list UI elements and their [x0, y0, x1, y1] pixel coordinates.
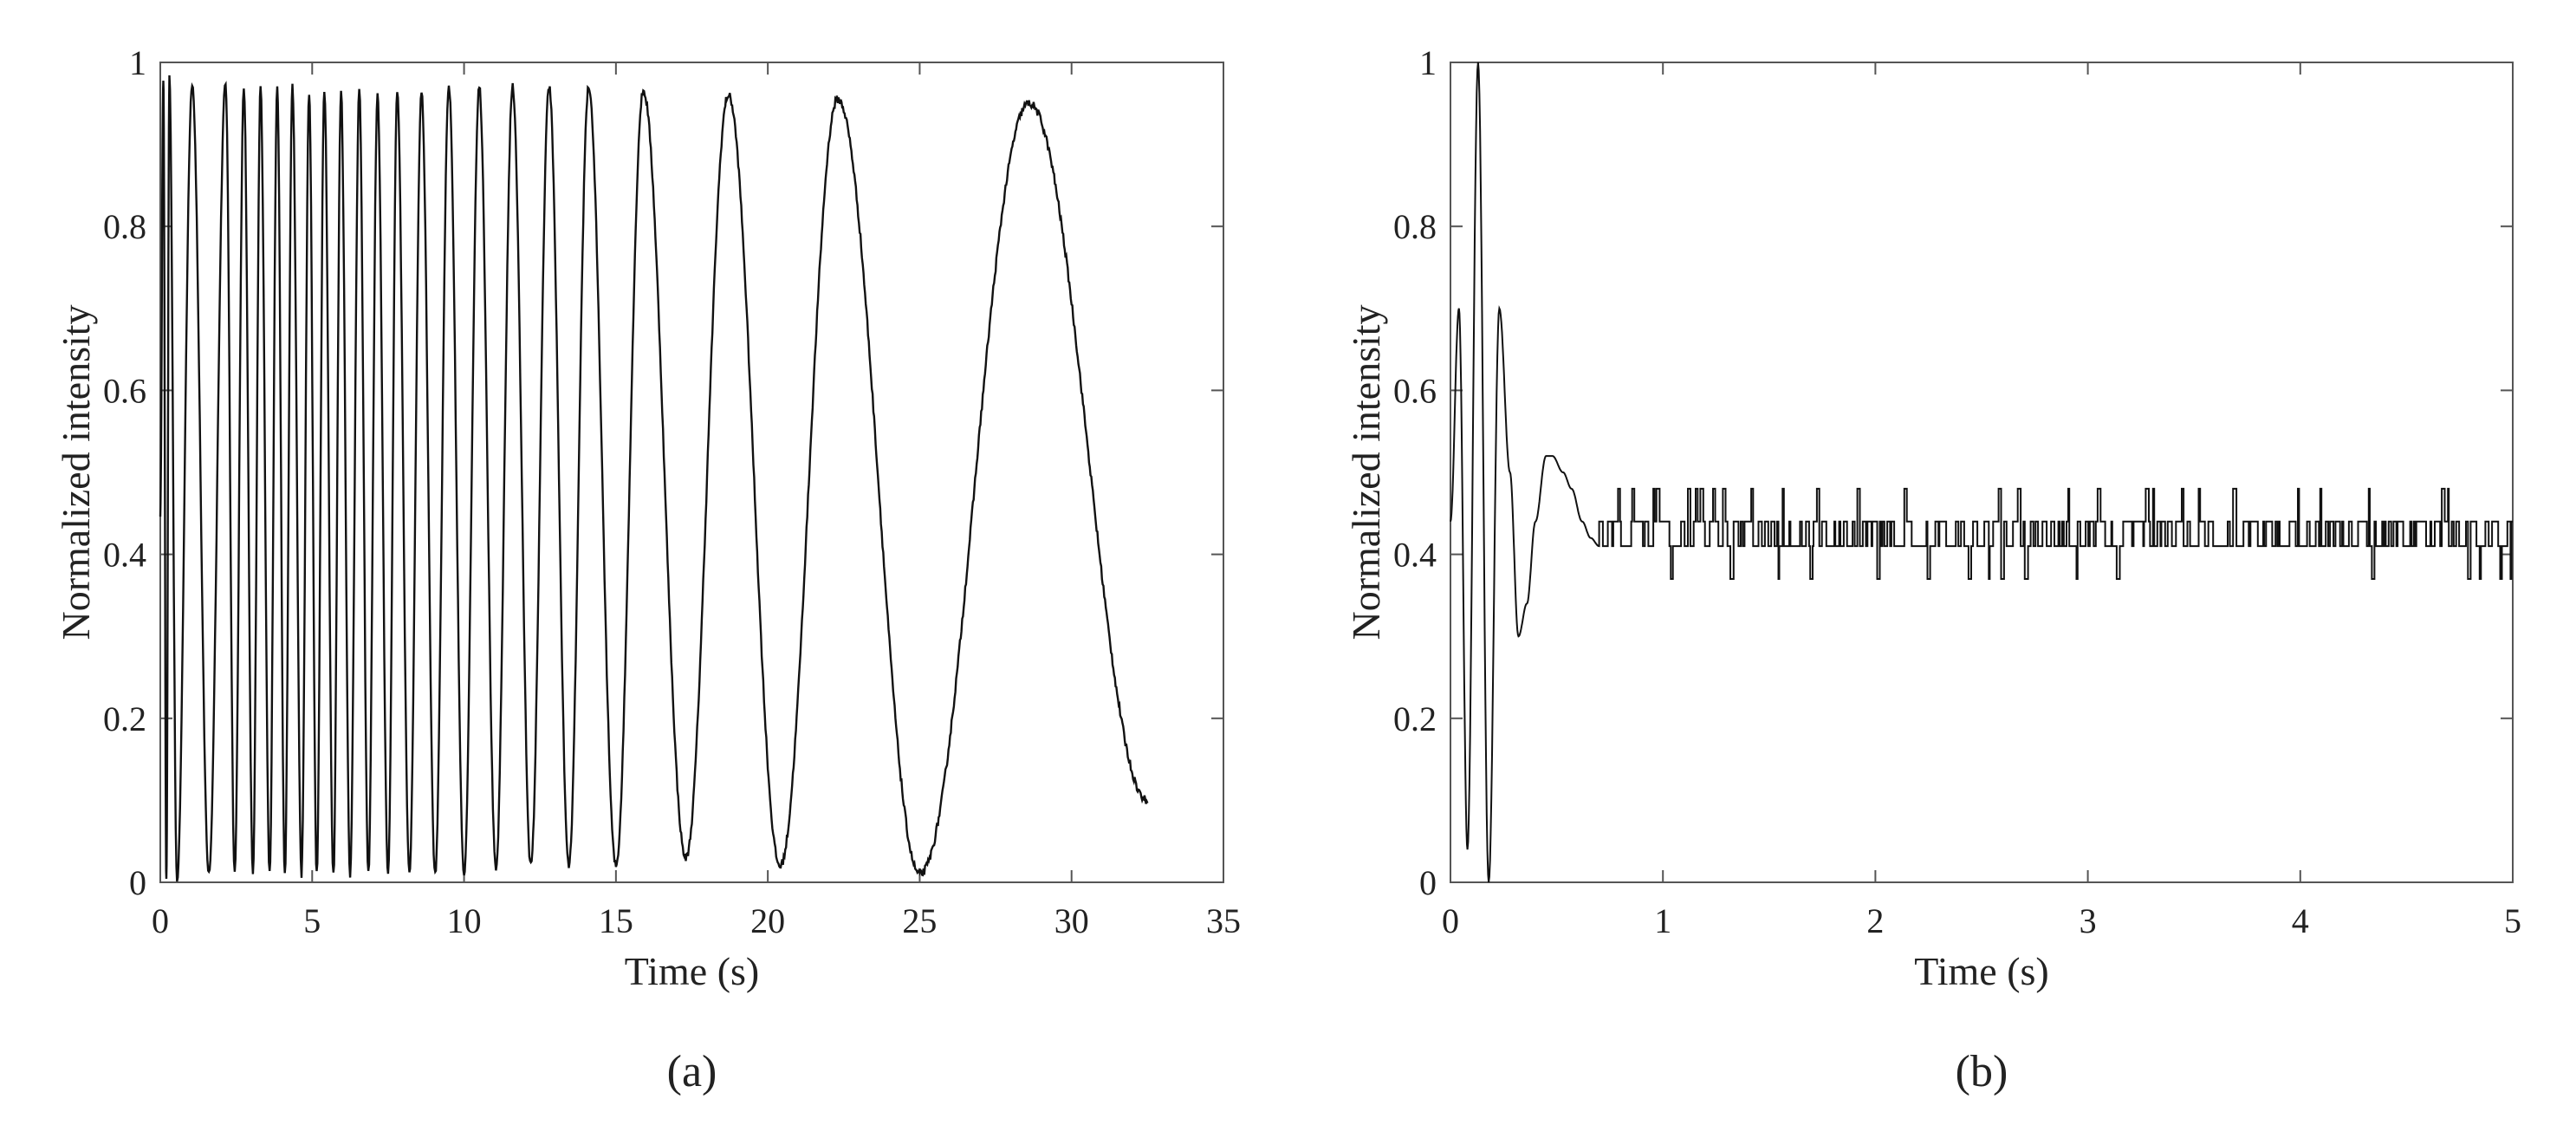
y-tick-label: 0.2: [1393, 699, 1437, 738]
chart-a: 0 5 10 15 20 25 30 35 0 0.2 0.4 0.6 0.8 1 Time (s) Norm…: [54, 43, 1241, 1096]
chart-panel-b: 0 1 2 3 4 5 0 0.2 0.4 0.6 0.8 1 Time (s) Normalized i…: [1288, 0, 2576, 1125]
y-tick-label: 0.8: [1393, 207, 1437, 246]
y-tick-label: 1: [129, 43, 146, 82]
x-tick-label: 0: [1442, 901, 1459, 940]
y-axis-label: Normalized intensity: [1344, 304, 1388, 640]
y-tick-label: 0: [1419, 863, 1437, 902]
x-tick-label: 30: [1054, 901, 1089, 940]
x-tick-label: 20: [750, 901, 785, 940]
panel-caption: (b): [1956, 1047, 2008, 1096]
x-tick-label: 0: [152, 901, 169, 940]
plot-frame: [1450, 62, 2514, 883]
signal-line-b: [1450, 62, 2513, 883]
chart-b: 0 1 2 3 4 5 0 0.2 0.4 0.6 0.8 1 Time (s) Normalized i…: [1344, 43, 2521, 1096]
y-tick-label: 1: [1419, 43, 1437, 82]
x-tick-label: 35: [1206, 901, 1241, 940]
signal-line-a: [159, 75, 1149, 882]
x-tick-label: 4: [2292, 901, 2309, 940]
y-tick-label: 0.6: [1393, 371, 1437, 410]
y-tick-label: 0.8: [103, 207, 146, 246]
x-tick-label: 10: [447, 901, 482, 940]
x-tick-label: 5: [303, 901, 321, 940]
y-tick-label: 0.4: [1393, 536, 1437, 575]
y-tick-label: 0.2: [103, 699, 146, 738]
x-tick-label: 25: [902, 901, 937, 940]
x-tick-label: 2: [1866, 901, 1884, 940]
x-tick-label: 3: [2080, 901, 2097, 940]
x-tick-label: 1: [1654, 901, 1671, 940]
panel-caption: (a): [667, 1047, 717, 1096]
y-tick-label: 0: [129, 863, 146, 902]
x-axis-label: Time (s): [1914, 949, 2049, 993]
chart-panel-a: 0 5 10 15 20 25 30 35 0 0.2 0.4 0.6 0.8 1 Time (s) Norm…: [54, 43, 1241, 1096]
y-axis-label: Normalized intensity: [54, 304, 98, 640]
x-axis-label: Time (s): [625, 949, 760, 993]
y-tick-label: 0.6: [103, 371, 146, 410]
x-tick-label: 15: [599, 901, 633, 940]
y-tick-label: 0.4: [103, 536, 146, 575]
x-tick-label: 5: [2504, 901, 2521, 940]
